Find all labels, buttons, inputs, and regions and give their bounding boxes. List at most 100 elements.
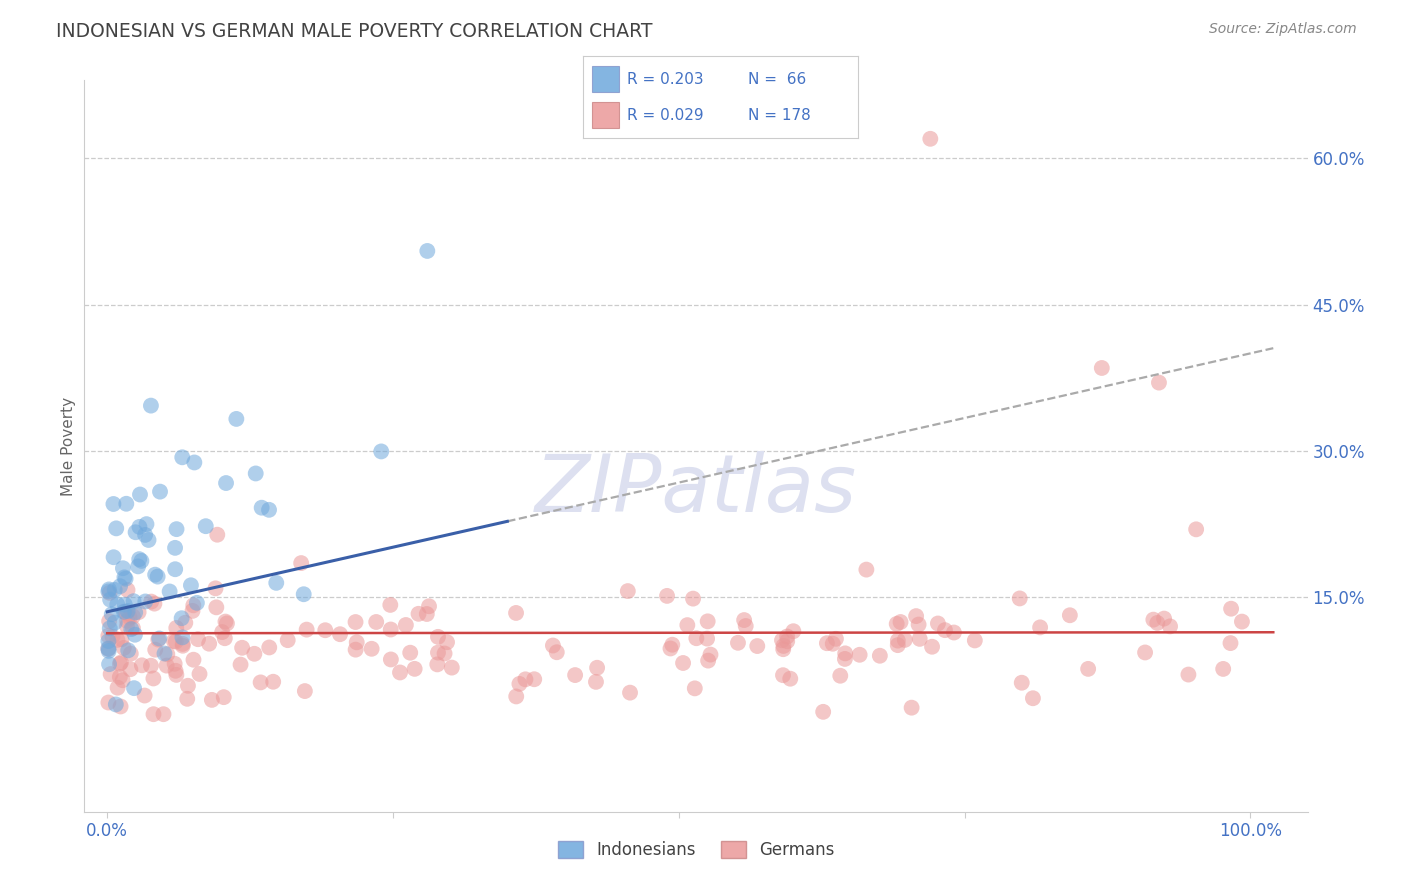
Point [142, 707, 165, 722]
Point [101, 630, 124, 644]
Point [887, 633, 910, 648]
Point [782, 624, 804, 639]
Point [117, 582, 139, 597]
Text: R = 0.029: R = 0.029 [627, 108, 704, 123]
Point [163, 657, 186, 671]
Point [183, 653, 205, 667]
Point [128, 605, 150, 619]
Point [564, 668, 586, 682]
Point [697, 654, 720, 668]
Point [183, 455, 205, 469]
Point [1159, 619, 1181, 633]
Point [115, 614, 138, 628]
Point [111, 673, 134, 688]
Point [855, 563, 877, 577]
Point [1220, 601, 1243, 615]
Point [243, 647, 266, 661]
Point [427, 646, 450, 660]
Point [225, 412, 247, 426]
Point [181, 599, 204, 613]
Point [107, 632, 129, 647]
Point [211, 625, 233, 640]
Point [290, 556, 312, 570]
Point [380, 598, 402, 612]
Point [114, 572, 136, 586]
Point [181, 604, 204, 618]
Point [404, 662, 426, 676]
Point [908, 632, 931, 646]
Point [887, 638, 910, 652]
Point [433, 647, 456, 661]
Point [114, 605, 136, 619]
Point [683, 681, 706, 696]
Point [733, 613, 755, 627]
Point [165, 634, 187, 648]
Point [122, 609, 145, 624]
Point [97, 584, 120, 599]
Point [1077, 662, 1099, 676]
Point [134, 594, 156, 608]
Point [1011, 675, 1033, 690]
Point [205, 600, 228, 615]
Point [120, 622, 142, 636]
Point [207, 527, 229, 541]
Point [672, 656, 695, 670]
Point [114, 598, 136, 612]
Point [135, 517, 157, 532]
Point [172, 639, 194, 653]
Point [204, 582, 226, 596]
Text: INDONESIAN VS GERMAN MALE POVERTY CORRELATION CHART: INDONESIAN VS GERMAN MALE POVERTY CORREL… [56, 22, 652, 41]
Point [149, 484, 172, 499]
Point [380, 623, 402, 637]
Point [104, 698, 127, 712]
Point [134, 689, 156, 703]
Point [541, 639, 564, 653]
Point [115, 607, 138, 621]
Point [188, 667, 211, 681]
Point [257, 503, 280, 517]
Point [963, 633, 986, 648]
Point [98, 614, 121, 628]
Point [546, 645, 568, 659]
Point [215, 476, 238, 491]
Point [122, 681, 145, 695]
Point [505, 690, 527, 704]
Point [1142, 613, 1164, 627]
Point [586, 661, 609, 675]
Point [97, 641, 120, 656]
Point [830, 669, 852, 683]
Point [380, 652, 402, 666]
Point [97, 634, 120, 648]
Point [170, 611, 193, 625]
Point [776, 634, 799, 648]
Point [900, 700, 922, 714]
Point [523, 672, 546, 686]
Point [617, 584, 640, 599]
Point [139, 658, 162, 673]
Point [172, 637, 194, 651]
Point [250, 500, 273, 515]
Point [165, 621, 187, 635]
Point [166, 522, 188, 536]
Point [825, 632, 848, 646]
Point [905, 609, 928, 624]
Point [811, 705, 834, 719]
Point [1146, 615, 1168, 630]
Point [201, 693, 224, 707]
Point [389, 665, 412, 680]
Point [103, 497, 125, 511]
Point [894, 632, 917, 647]
Point [676, 618, 699, 632]
Point [1008, 591, 1031, 606]
Point [295, 623, 318, 637]
Point [257, 640, 280, 655]
Point [142, 672, 165, 686]
Point [277, 633, 299, 648]
Point [143, 567, 166, 582]
Point [1185, 522, 1208, 536]
Point [907, 617, 929, 632]
Point [344, 642, 367, 657]
Point [440, 660, 463, 674]
Point [508, 677, 530, 691]
Point [143, 597, 166, 611]
